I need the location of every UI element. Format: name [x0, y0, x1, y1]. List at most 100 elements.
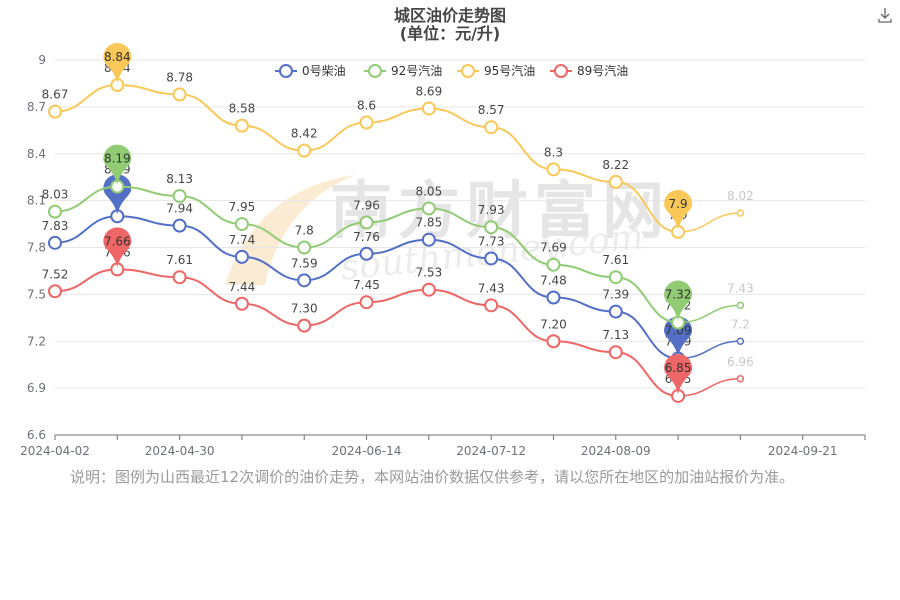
- y-tick-label: 6.9: [27, 381, 46, 395]
- series-0-point: [484, 251, 499, 266]
- series-2-data-label: 8.6: [357, 99, 376, 113]
- series-0-data-label: 7.74: [229, 233, 256, 247]
- series-2-max-pin-label: 8.84: [104, 50, 131, 64]
- series-1-point: [546, 257, 561, 272]
- series-3-point: [359, 295, 374, 310]
- series-1-data-label: 7.96: [353, 199, 380, 213]
- series-3-point: [484, 298, 499, 313]
- chart-note: 说明：图例为山西最近12次调价的油价走势，本网站油价数据仅供参考，请以您所在地区…: [70, 468, 795, 486]
- x-tick-label: 2024-04-30: [145, 444, 215, 458]
- series-1-data-label: 7.8: [295, 224, 314, 238]
- series-2-max-pin: [103, 43, 132, 83]
- x-tick-label: 2024-07-12: [456, 444, 526, 458]
- legend-marker: [461, 64, 475, 78]
- x-tick-label: 2024-04-02: [20, 444, 90, 458]
- series-0-data-label: 7.48: [540, 274, 567, 288]
- series-3-point: [297, 318, 312, 333]
- series-1-max-pin-label: 8.19: [104, 152, 131, 166]
- series-3-data-label: 7.44: [229, 280, 256, 294]
- series-2-point: [546, 162, 561, 177]
- series-1-point: [484, 220, 499, 235]
- series-2-point: [48, 104, 62, 119]
- series-2-data-label: 8.3: [544, 145, 563, 159]
- series-2-tail: [678, 212, 741, 233]
- y-tick-label: 7.2: [27, 334, 46, 348]
- legend-label: 95号汽油: [484, 63, 535, 78]
- series-1-tail: [678, 304, 741, 324]
- series-3-data-label: 7.52: [42, 267, 69, 281]
- legend-label: 89号汽油: [577, 63, 628, 78]
- series-2-point: [359, 115, 374, 130]
- series-0-point: [359, 246, 374, 261]
- series-1-max-pin: [103, 144, 132, 185]
- series-0-point: [421, 232, 436, 247]
- chart-title: 城区油价走势图: [393, 6, 506, 25]
- series-2-point: [608, 174, 623, 189]
- series-3-point: [48, 284, 62, 299]
- series-1-data-label: 8.03: [42, 188, 69, 202]
- y-tick-label: 6.6: [27, 428, 46, 442]
- series-3-data-label: 7.61: [166, 253, 193, 267]
- download-icon[interactable]: [876, 6, 894, 24]
- legend-marker: [554, 64, 568, 78]
- y-tick-label: 8.1: [27, 194, 46, 208]
- series-3-min-pin-label: 6.85: [665, 361, 692, 375]
- series-3-max-pin: [103, 227, 132, 268]
- y-tick-label: 7.8: [27, 241, 46, 255]
- series-2-data-label: 8.02: [727, 189, 754, 203]
- series-3-min-pin: [664, 353, 693, 394]
- series-0-min-pin-label: 7.09: [665, 323, 692, 337]
- series-2-point: [484, 120, 499, 135]
- series-0-data-label: 7.59: [291, 256, 318, 270]
- series-3-point: [172, 270, 187, 285]
- series-1-min-pin: [664, 280, 693, 321]
- series-1-point: [359, 215, 374, 230]
- series-1-data-label: 8.05: [415, 184, 442, 198]
- series-3-data-label: 7.20: [540, 317, 567, 331]
- series-2-point: [736, 209, 745, 217]
- series-0-data-label: 7.94: [166, 202, 193, 216]
- series-0-point: [234, 249, 249, 264]
- series-2-point: [421, 101, 436, 116]
- series-2-point: [234, 118, 249, 133]
- series-3-data-label: 7.53: [415, 266, 442, 280]
- series-3-max-pin-label: 7.66: [104, 234, 131, 248]
- series-3-data-label: 7.43: [478, 281, 505, 295]
- chart-subtitle: (单位：元/升): [399, 24, 501, 43]
- watermark-text: 南方财富网: [330, 174, 671, 247]
- series-0-point: [608, 304, 623, 319]
- series-2-data-label: 8.57: [478, 103, 505, 117]
- series-0-data-label: 7.39: [602, 288, 629, 302]
- series-1-data-label: 7.61: [602, 253, 629, 267]
- y-tick-label: 7.5: [27, 287, 46, 301]
- legend-marker: [368, 64, 382, 78]
- series-1-point: [48, 204, 62, 219]
- series-0-point: [546, 290, 561, 305]
- series-0-data-label: 7.83: [42, 219, 69, 233]
- series-3-data-label: 6.96: [727, 355, 754, 369]
- series-2-data-label: 8.58: [229, 102, 256, 116]
- series-2-data-label: 8.42: [291, 127, 318, 141]
- series-1-point: [608, 270, 623, 285]
- series-3-tail: [678, 378, 741, 397]
- legend-label: 0号柴油: [302, 64, 346, 78]
- series-0-point: [736, 337, 745, 345]
- series-3-point: [608, 345, 623, 360]
- watermark-swoosh: [225, 175, 355, 285]
- series-1-data-label: 7.69: [540, 241, 567, 255]
- series-0-min-pin: [664, 316, 693, 357]
- y-tick-label: 8.7: [27, 100, 46, 114]
- series-3-point: [546, 334, 561, 349]
- series-1-data-label: 7.93: [478, 203, 505, 217]
- series-3-point: [234, 296, 249, 311]
- series-0-point: [172, 218, 187, 233]
- series-1-point: [172, 188, 187, 203]
- series-0-point: [297, 273, 312, 288]
- series-0-point: [48, 235, 62, 250]
- series-3-point: [736, 375, 745, 383]
- series-2-point: [172, 87, 187, 102]
- series-3-point: [421, 282, 436, 297]
- x-tick-label: 2024-09-21: [768, 444, 838, 458]
- legend-marker: [279, 64, 293, 78]
- legend-label: 92号汽油: [391, 63, 442, 78]
